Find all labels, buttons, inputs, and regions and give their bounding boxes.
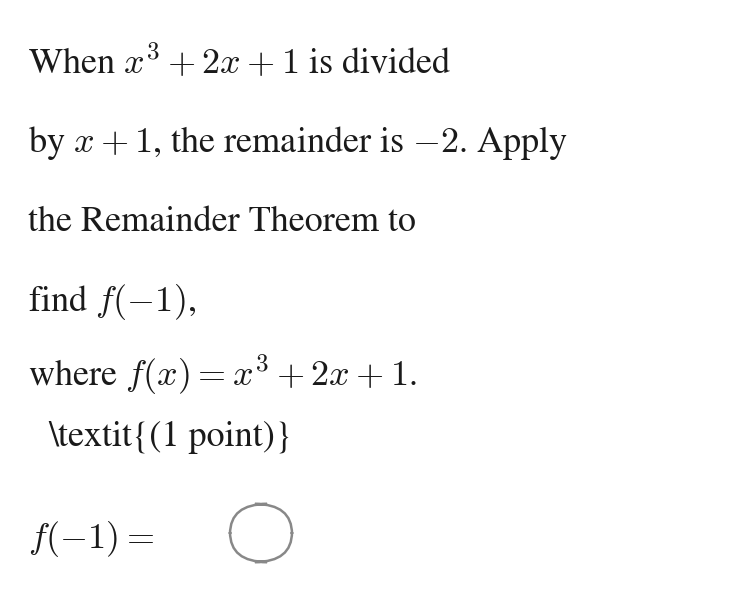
Text: $f(-1) =$: $f(-1) =$ xyxy=(28,519,154,559)
Text: \textit{(1 point)}: \textit{(1 point)} xyxy=(48,420,292,454)
Text: find $f(-1)$,: find $f(-1)$, xyxy=(28,282,196,322)
FancyBboxPatch shape xyxy=(230,504,292,562)
Text: When $x^3 + 2x + 1$ is divided: When $x^3 + 2x + 1$ is divided xyxy=(28,44,452,82)
Text: where $f(x) = x^3 + 2x + 1$.: where $f(x) = x^3 + 2x + 1$. xyxy=(28,352,417,397)
Text: by $x + 1$, the remainder is $-2$. Apply: by $x + 1$, the remainder is $-2$. Apply xyxy=(28,123,568,162)
Text: the Remainder Theorem to: the Remainder Theorem to xyxy=(28,205,416,239)
